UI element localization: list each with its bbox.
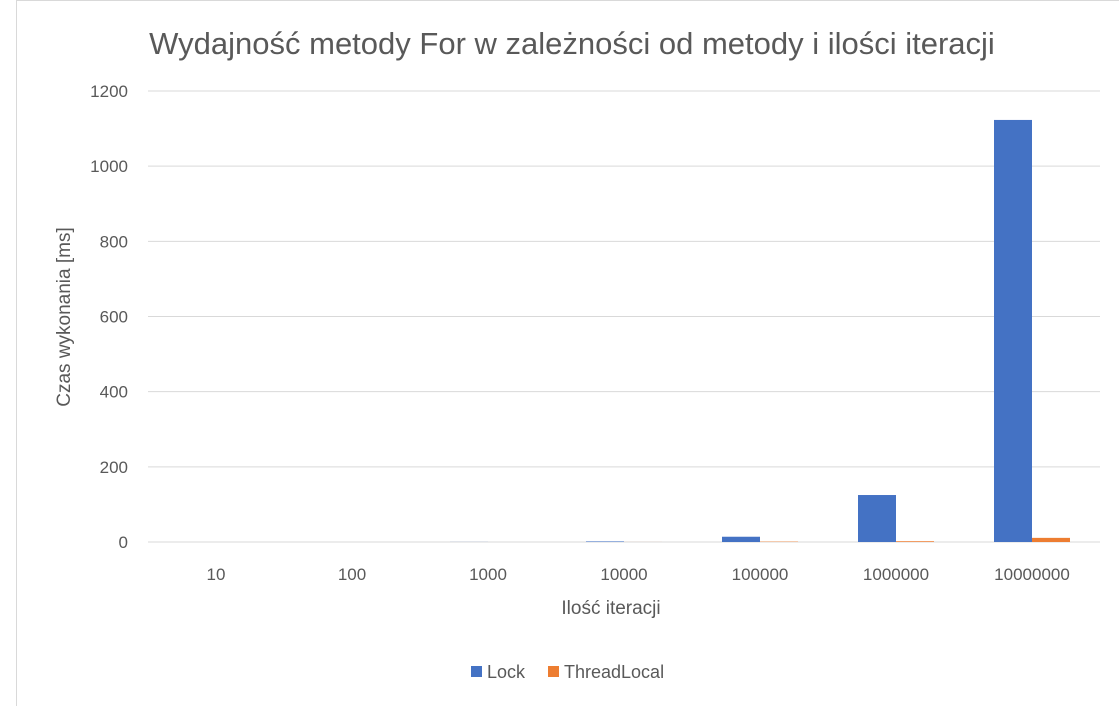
bar-lock-10000 <box>586 541 624 542</box>
x-tick-label: 100 <box>338 565 366 584</box>
bar-lock-10000000 <box>994 119 1032 543</box>
x-tick-label: 10000000 <box>994 565 1070 584</box>
x-tick-label: 100000 <box>732 565 789 584</box>
bar-threadlocal-1000000 <box>896 541 934 542</box>
legend: Lock ThreadLocal <box>471 662 664 682</box>
y-tick-label: 0 <box>119 533 128 552</box>
y-tick-label: 400 <box>100 383 128 402</box>
y-tick-label: 200 <box>100 458 128 477</box>
bar-lock-1000000 <box>858 495 896 542</box>
x-tick-label: 10000 <box>600 565 647 584</box>
y-tick-label: 1200 <box>90 82 128 101</box>
legend-swatch-threadlocal <box>548 666 559 677</box>
gridlines <box>148 90 1100 543</box>
chart-title: Wydajność metody For w zależności od met… <box>149 26 995 61</box>
x-tick-label: 1000 <box>469 565 507 584</box>
bars <box>450 119 1070 543</box>
y-tick-label: 600 <box>100 308 128 327</box>
bar-lock-100000 <box>722 536 760 542</box>
legend-swatch-lock <box>471 666 482 677</box>
y-tick-label: 800 <box>100 232 128 251</box>
y-tick-label: 1000 <box>90 157 128 176</box>
y-axis-ticks: 0 200 400 600 800 1000 1200 <box>90 82 128 552</box>
legend-label-threadlocal: ThreadLocal <box>564 662 664 682</box>
y-axis-title: Czas wykonania [ms] <box>54 227 75 407</box>
x-tick-label: 1000000 <box>863 565 929 584</box>
bar-threadlocal-10000000 <box>1032 537 1070 542</box>
x-axis-ticks: 10 100 1000 10000 100000 1000000 10000000 <box>207 565 1070 584</box>
legend-label-lock: Lock <box>487 662 526 682</box>
chart-frame <box>16 0 1119 706</box>
x-tick-label: 10 <box>207 565 226 584</box>
x-axis-title: Ilość iteracji <box>561 598 660 619</box>
